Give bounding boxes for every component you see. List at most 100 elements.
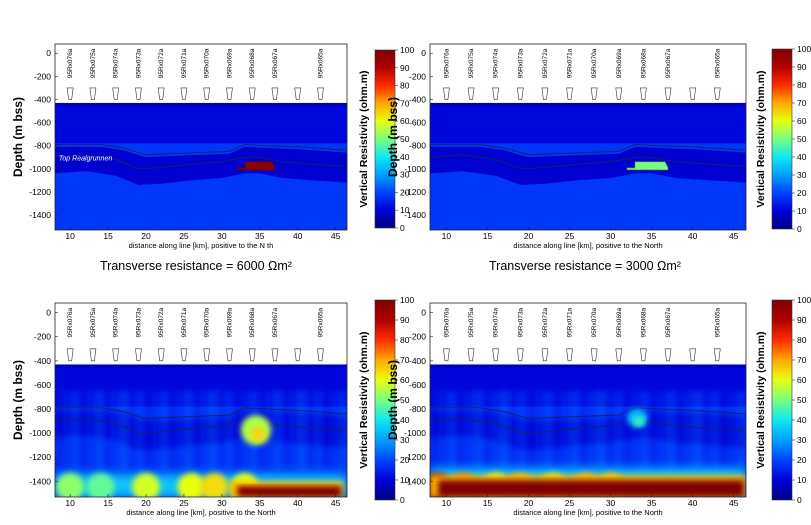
station-marker <box>135 87 142 100</box>
y-tick-label: -1000 <box>404 428 426 438</box>
axes-frame <box>54 43 348 231</box>
station-marker <box>203 348 211 362</box>
station-marker <box>317 87 324 100</box>
colorbar-tick-label: 30 <box>797 170 807 180</box>
texture-column <box>95 390 105 470</box>
x-tick-label: 25 <box>565 231 575 241</box>
y-tick-label: -600 <box>409 118 426 128</box>
colorbar-tick-label: 50 <box>400 395 410 405</box>
texture-column <box>693 390 704 470</box>
station-marker <box>66 87 74 100</box>
texture-column <box>55 390 65 470</box>
texture-column <box>667 390 677 470</box>
y-tick-label: -200 <box>409 71 426 81</box>
texture-column <box>561 390 572 470</box>
deep-bump <box>132 473 161 497</box>
station-marker <box>467 87 475 100</box>
texture-column <box>623 390 633 470</box>
x-tick-label: 45 <box>331 498 341 508</box>
station-label: 95Rx065a <box>714 307 721 337</box>
texture-column <box>136 390 146 470</box>
horizon-base-line <box>55 418 347 434</box>
station-marker <box>157 348 165 362</box>
station-marker <box>492 87 500 100</box>
y-tick-label: 0 <box>421 48 426 58</box>
x-axis-label: distance along line [km], positive to th… <box>126 508 275 517</box>
texture-column <box>473 390 484 470</box>
texture-column <box>526 390 537 470</box>
station-marker <box>443 348 450 362</box>
deep-bump <box>177 473 206 497</box>
station-label: 95Rx068a <box>640 307 647 337</box>
station-marker <box>112 87 120 100</box>
x-tick-label: 25 <box>179 498 189 508</box>
y-tick-label: -1200 <box>404 452 426 462</box>
x-tick-label: 10 <box>442 231 452 241</box>
colorbar-tick-label: 20 <box>797 188 807 198</box>
colorbar-tick-label: 20 <box>400 455 410 465</box>
texture-column <box>201 390 211 470</box>
colorbar-tick-label: 100 <box>797 44 811 54</box>
y-tick-label: -1400 <box>29 476 51 486</box>
colorbar-tick-label: 60 <box>400 375 410 385</box>
y-tick-label: -1200 <box>29 452 51 462</box>
station-label: 95Rx069a <box>226 48 233 78</box>
station-label: 95Rx070a <box>204 307 211 337</box>
texture-column <box>456 390 467 470</box>
colorbar-tick-label: 10 <box>400 475 410 485</box>
plot-area: Top Realgrunnen 95Rx076a 95Rx075a 95Rx074a 9… <box>55 44 347 230</box>
x-tick-label: 35 <box>647 231 657 241</box>
station-marker <box>226 348 233 362</box>
station-label: 95Rx073a <box>135 307 142 337</box>
texture-column <box>570 390 581 470</box>
colorbar-tick-label: 50 <box>797 134 807 144</box>
colorbar-tick-label: 100 <box>797 295 811 305</box>
station-marker <box>226 87 233 100</box>
texture-column <box>482 390 493 470</box>
station-label: 95Rx070a <box>591 48 598 78</box>
texture-column <box>152 390 162 470</box>
panel-bottom-left: 95Rx076a 95Rx075a 95Rx074a 95Rx073a 95Rx072a… <box>11 295 414 517</box>
colorbar-tick-label: 80 <box>797 335 807 345</box>
station-label: 95Rx075a <box>468 307 475 337</box>
y-tick-label: -1000 <box>29 428 51 438</box>
reservoir-block <box>236 161 276 171</box>
texture-column <box>649 390 660 470</box>
texture-column <box>430 390 440 470</box>
y-tick-label: -600 <box>34 118 51 128</box>
colorbar <box>771 299 793 501</box>
y-tick-label: 0 <box>46 48 51 58</box>
deep-zone-core <box>438 480 744 497</box>
x-tick-label: 30 <box>606 231 616 241</box>
seafloor-layer <box>55 364 347 369</box>
horizon-top-line <box>430 143 746 156</box>
colorbar-tick-label: 60 <box>797 116 807 126</box>
resistive-anomaly-core <box>250 426 266 442</box>
station-label: 95Rx076a <box>443 307 450 337</box>
station-label: 95Rx072a <box>542 307 549 337</box>
station-label: 95Rx073a <box>517 307 524 337</box>
colorbar-tick-label: 10 <box>797 475 807 485</box>
station-marker <box>541 348 549 362</box>
station-marker <box>271 348 279 362</box>
texture-column <box>579 390 589 470</box>
colorbar-tick-label: 70 <box>400 98 410 108</box>
station-label: 95Rx075a <box>468 48 475 78</box>
station-marker <box>713 348 721 362</box>
station-marker <box>271 87 279 100</box>
x-tick-label: 15 <box>103 231 113 241</box>
colorbar-tick-label: 0 <box>400 223 405 233</box>
deep-bump <box>56 473 85 497</box>
x-axis-label: distance along line [km], positive to th… <box>513 508 662 517</box>
station-marker <box>89 87 97 100</box>
station-label: 95Rx073a <box>517 48 524 78</box>
colorbar-tick-label: 80 <box>797 80 807 90</box>
texture-column <box>103 390 113 470</box>
texture-column <box>500 390 510 470</box>
station-marker <box>180 348 188 362</box>
axes-frame <box>429 302 747 498</box>
texture-column <box>438 390 449 470</box>
plot-area: 95Rx076a 95Rx075a 95Rx074a 95Rx073a 95Rx072a… <box>430 303 746 497</box>
texture-column <box>544 390 554 470</box>
